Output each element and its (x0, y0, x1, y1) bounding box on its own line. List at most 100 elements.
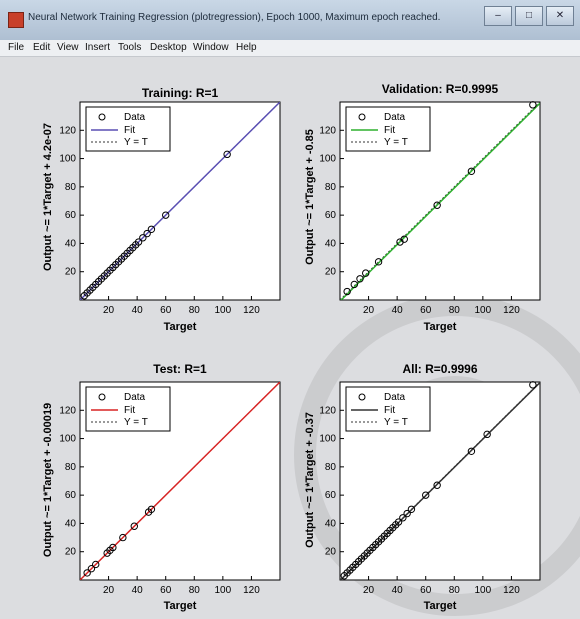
x-tick-label: 20 (363, 585, 375, 596)
legend-data-marker (358, 393, 366, 401)
x-tick-label: 60 (160, 305, 172, 316)
y-tick-label: 100 (319, 434, 336, 445)
y-tick-label: 20 (325, 547, 337, 558)
data-point (529, 101, 537, 109)
title-bar: Neural Network Training Regression (plot… (0, 0, 580, 41)
x-tick-label: 100 (215, 305, 232, 316)
data-point (394, 518, 403, 526)
x-tick-label: 120 (243, 585, 260, 596)
data-point (147, 225, 156, 233)
x-axis-label: Target (424, 600, 457, 612)
data-point (407, 505, 416, 513)
menu-tools[interactable]: Tools (118, 42, 142, 53)
legend-data-label: Data (384, 112, 406, 123)
legend-data-label: Data (384, 392, 406, 403)
data-point (119, 533, 127, 542)
data-point (350, 280, 358, 289)
legend-data-label: Data (124, 112, 146, 123)
identity-line (340, 102, 540, 300)
y-tick-label: 40 (325, 238, 337, 249)
plot-title: Validation: R=0.9995 (382, 82, 499, 96)
data-point (162, 211, 170, 219)
x-axis-label: Target (424, 321, 457, 333)
menu-help[interactable]: Help (236, 42, 257, 53)
plot-training[interactable]: Training: R=1 Target Output ~= 1*Target … (42, 86, 281, 333)
data-point (400, 235, 408, 243)
data-point (483, 430, 491, 439)
y-axis-label: Output ~= 1*Target + 4.2e-07 (42, 123, 54, 271)
y-axis-label: Output ~= 1*Target + -0.00019 (42, 403, 54, 557)
x-tick-label: 60 (420, 585, 432, 596)
y-tick-label: 80 (65, 182, 77, 193)
minimize-button[interactable]: – (484, 6, 512, 26)
menu-desktop[interactable]: Desktop (150, 42, 187, 53)
y-axis-label: Output ~= 1*Target + -0.85 (304, 129, 316, 265)
menu-file[interactable]: File (8, 42, 25, 53)
data-point (362, 269, 370, 277)
data-point (433, 201, 441, 209)
window-title: Neural Network Training Regression (plot… (28, 12, 441, 23)
menu-edit[interactable]: Edit (33, 42, 51, 53)
legend-data-label: Data (124, 392, 146, 403)
legend-data-marker (358, 113, 366, 121)
x-tick-label: 40 (132, 585, 144, 596)
y-tick-label: 100 (59, 154, 76, 165)
fit-line (80, 382, 280, 580)
y-tick-label: 60 (65, 210, 77, 221)
y-tick-label: 100 (59, 434, 76, 445)
plot-title: Test: R=1 (153, 362, 207, 376)
y-tick-label: 80 (65, 462, 77, 473)
x-tick-label: 120 (503, 585, 520, 596)
y-tick-label: 100 (319, 154, 336, 165)
legend-fit-label: Fit (384, 405, 395, 416)
x-tick-label: 60 (160, 585, 172, 596)
x-axis-label: Target (164, 600, 197, 612)
plot-test[interactable]: Test: R=1 Target Output ~= 1*Target + -0… (42, 362, 281, 612)
plot-all[interactable]: All: R=0.9996 Target Output ~= 1*Target … (304, 362, 541, 612)
x-tick-label: 20 (103, 305, 115, 316)
close-button[interactable]: ✕ (546, 6, 574, 26)
y-tick-label: 60 (325, 210, 337, 221)
x-tick-label: 40 (132, 305, 144, 316)
fit-line (340, 382, 540, 580)
menu-window[interactable]: Window (193, 42, 229, 53)
data-point (356, 275, 364, 283)
x-tick-label: 20 (363, 305, 375, 316)
x-tick-label: 80 (189, 305, 201, 316)
menu-insert[interactable]: Insert (85, 42, 111, 53)
x-axis-label: Target (164, 321, 197, 333)
x-tick-label: 60 (420, 305, 432, 316)
data-point (399, 514, 407, 522)
data-point (529, 381, 537, 389)
y-tick-label: 120 (319, 405, 336, 416)
y-tick-label: 80 (325, 462, 337, 473)
plot-validation[interactable]: Validation: R=0.9995 Target Output ~= 1*… (304, 82, 541, 333)
data-point (343, 287, 351, 296)
data-point (92, 560, 100, 569)
matlab-figure-icon (8, 12, 24, 28)
plot-title: Training: R=1 (142, 86, 219, 100)
data-point (223, 150, 231, 159)
legend-yt-label: Y = T (384, 417, 408, 428)
legend-yt-label: Y = T (124, 417, 148, 428)
data-point (83, 569, 91, 577)
x-tick-label: 100 (215, 585, 232, 596)
legend-yt-label: Y = T (124, 137, 148, 148)
y-tick-label: 120 (59, 405, 76, 416)
menu-view[interactable]: View (57, 42, 79, 53)
y-axis-label: Output ~= 1*Target + -0.37 (304, 412, 316, 548)
data-point (433, 481, 441, 489)
y-tick-label: 20 (65, 267, 77, 278)
window-controls: – □ ✕ (484, 6, 574, 26)
data-point (147, 505, 156, 513)
maximize-button[interactable]: □ (515, 6, 543, 26)
fit-line (340, 102, 540, 300)
menu-bar: File Edit View Insert Tools Desktop Wind… (0, 40, 580, 57)
x-tick-label: 100 (475, 305, 492, 316)
legend-fit-label: Fit (124, 125, 135, 136)
